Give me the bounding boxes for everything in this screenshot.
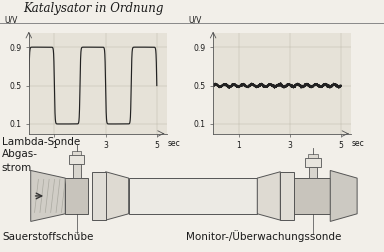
Text: Katalysator in Ordnung: Katalysator in Ordnung xyxy=(23,2,164,15)
Bar xyxy=(73,164,81,178)
Text: Monitor-/Überwachungssonde: Monitor-/Überwachungssonde xyxy=(186,230,342,242)
Text: Lambda-Sonde: Lambda-Sonde xyxy=(2,137,80,147)
Polygon shape xyxy=(330,170,357,222)
Text: U/V: U/V xyxy=(4,16,17,25)
Bar xyxy=(294,178,330,214)
Bar xyxy=(129,178,257,214)
Bar xyxy=(72,151,81,155)
Bar xyxy=(92,172,106,220)
Polygon shape xyxy=(257,172,280,220)
Text: U/V: U/V xyxy=(188,16,202,25)
Bar xyxy=(65,178,88,214)
Text: Sauerstoffschübe: Sauerstoffschübe xyxy=(2,232,93,242)
Bar xyxy=(69,155,84,164)
Bar xyxy=(280,172,294,220)
Text: sec: sec xyxy=(352,139,365,148)
Bar xyxy=(308,154,318,158)
Bar xyxy=(305,158,321,167)
Text: strom: strom xyxy=(2,163,32,173)
Bar xyxy=(309,167,317,178)
Text: Abgas-: Abgas- xyxy=(2,149,38,159)
Text: sec: sec xyxy=(167,139,180,148)
Polygon shape xyxy=(31,170,65,222)
Polygon shape xyxy=(106,172,129,220)
